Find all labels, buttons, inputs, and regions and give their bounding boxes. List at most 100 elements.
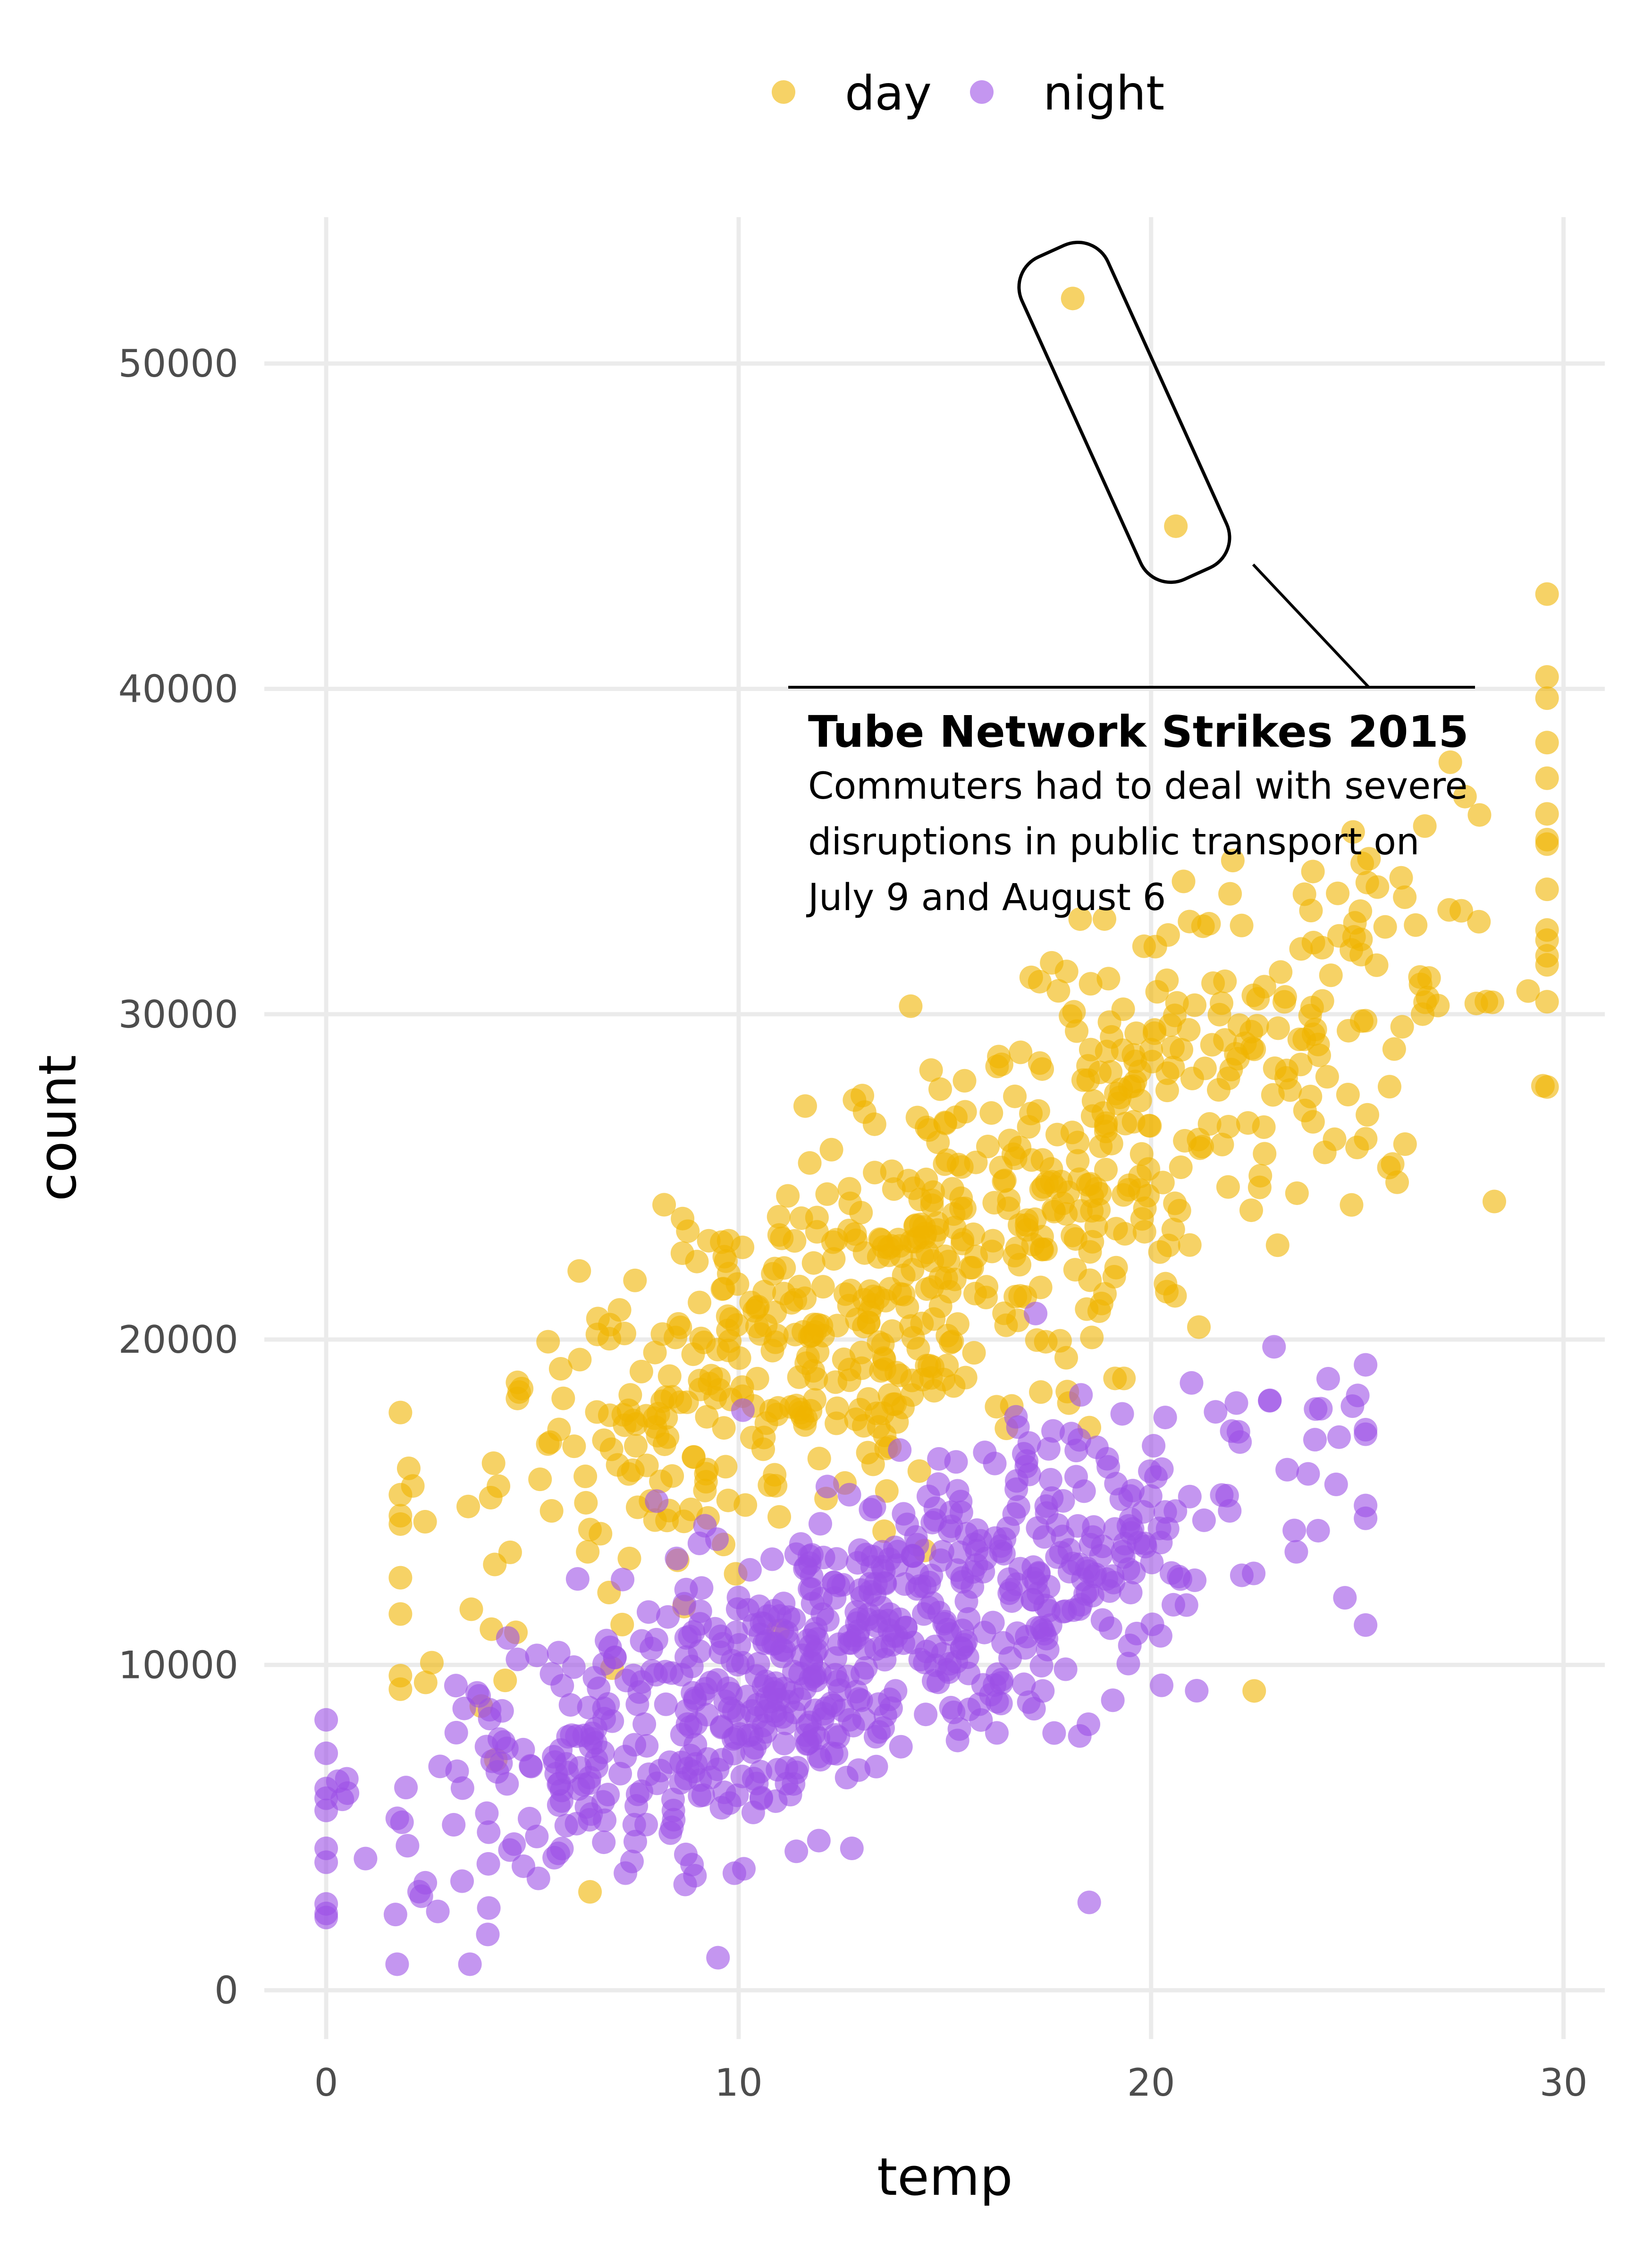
night-point: [657, 1750, 682, 1774]
day-point: [805, 1205, 829, 1230]
night-point: [1218, 1499, 1242, 1523]
day-point: [880, 1159, 904, 1183]
day-point: [1087, 1299, 1111, 1323]
day-point: [1003, 1084, 1027, 1108]
night-point: [634, 1812, 658, 1837]
night-point: [864, 1754, 888, 1778]
day-point: [1104, 1081, 1128, 1105]
day-point: [1389, 866, 1413, 890]
day-point: [863, 1161, 887, 1185]
day-point: [767, 1205, 791, 1229]
night-point: [1258, 1389, 1282, 1413]
night-point: [1051, 1525, 1075, 1549]
day-point: [1117, 1173, 1141, 1197]
night-point: [1026, 1516, 1050, 1540]
day-point: [1293, 1098, 1317, 1122]
night-point: [665, 1546, 689, 1570]
day-point: [689, 1326, 713, 1350]
annotation-title: Tube Network Strikes 2015: [808, 707, 1469, 757]
night-point: [877, 1547, 902, 1571]
day-point: [578, 1880, 602, 1904]
night-point: [623, 1733, 647, 1757]
day-point: [1535, 731, 1559, 755]
day-point: [1248, 1163, 1273, 1188]
legend-label-night: night: [1043, 66, 1164, 121]
night-point: [1153, 1406, 1177, 1430]
day-point: [921, 1180, 945, 1204]
y-tick-label: 30000: [118, 993, 239, 1037]
night-point: [1024, 1301, 1048, 1325]
day-point: [707, 1378, 731, 1402]
night-point: [904, 1525, 928, 1549]
day-point: [1356, 1103, 1380, 1127]
x-tick-label: 20: [1127, 2061, 1175, 2105]
day-point: [979, 1101, 1003, 1125]
night-point: [974, 1547, 998, 1571]
day-point: [585, 1323, 609, 1347]
day-point: [754, 1411, 778, 1435]
day-point: [1269, 960, 1293, 984]
day-point: [1230, 913, 1254, 937]
day-point: [1080, 1325, 1104, 1349]
day-point: [844, 1228, 868, 1252]
night-point: [1118, 1633, 1142, 1657]
night-point: [640, 1659, 664, 1683]
day-point: [815, 1182, 839, 1206]
night-point: [1031, 1679, 1055, 1703]
day-point: [610, 1612, 634, 1636]
legend: day night: [772, 66, 1164, 121]
night-point: [383, 1903, 407, 1927]
night-point: [1042, 1721, 1066, 1745]
day-point: [1094, 1158, 1118, 1182]
day-point: [888, 1234, 912, 1258]
night-point: [1327, 1425, 1351, 1449]
day-point: [784, 1393, 809, 1417]
day-point: [928, 1077, 952, 1101]
night-point: [495, 1772, 519, 1796]
day-point: [1535, 918, 1559, 942]
day-point: [1096, 967, 1121, 991]
day-point: [388, 1400, 413, 1424]
day-point: [946, 1153, 970, 1177]
night-point: [1138, 1459, 1162, 1483]
day-point: [1535, 877, 1559, 902]
night-point: [822, 1570, 846, 1594]
day-point: [1163, 1003, 1187, 1028]
day-point: [1449, 899, 1473, 923]
day-point: [1169, 1155, 1193, 1180]
night-point: [314, 1901, 338, 1925]
day-point: [1216, 1175, 1240, 1199]
day-point: [388, 1602, 413, 1626]
x-tick-label: 0: [314, 2061, 338, 2105]
night-point: [1316, 1367, 1340, 1391]
legend-marker-night: [970, 80, 994, 104]
day-point: [643, 1508, 667, 1532]
day-point: [1183, 993, 1207, 1017]
day-point: [1241, 983, 1265, 1007]
day-point: [1467, 910, 1491, 934]
night-point: [596, 1692, 620, 1716]
night-point: [526, 1866, 550, 1890]
day-point: [1124, 1021, 1148, 1045]
connector-line: [1252, 563, 1370, 689]
day-point: [396, 1456, 421, 1480]
day-point: [1076, 1054, 1100, 1078]
night-point: [476, 1922, 500, 1947]
night-point: [674, 1842, 698, 1866]
annotation-line-2: disruptions in public transport on: [808, 821, 1419, 863]
legend-label-day: day: [845, 66, 932, 121]
night-point: [808, 1512, 832, 1536]
day-point: [1252, 1115, 1276, 1139]
day-point: [481, 1451, 506, 1475]
day-point: [824, 1228, 848, 1252]
night-point: [476, 1852, 500, 1876]
day-point: [1095, 1039, 1119, 1063]
night-point: [944, 1450, 968, 1474]
night-point: [761, 1632, 785, 1656]
day-point: [1028, 969, 1052, 994]
night-point: [426, 1899, 450, 1923]
night-point: [1038, 1467, 1062, 1492]
night-point: [764, 1671, 788, 1695]
night-point: [778, 1783, 802, 1807]
day-point: [1142, 1021, 1166, 1045]
